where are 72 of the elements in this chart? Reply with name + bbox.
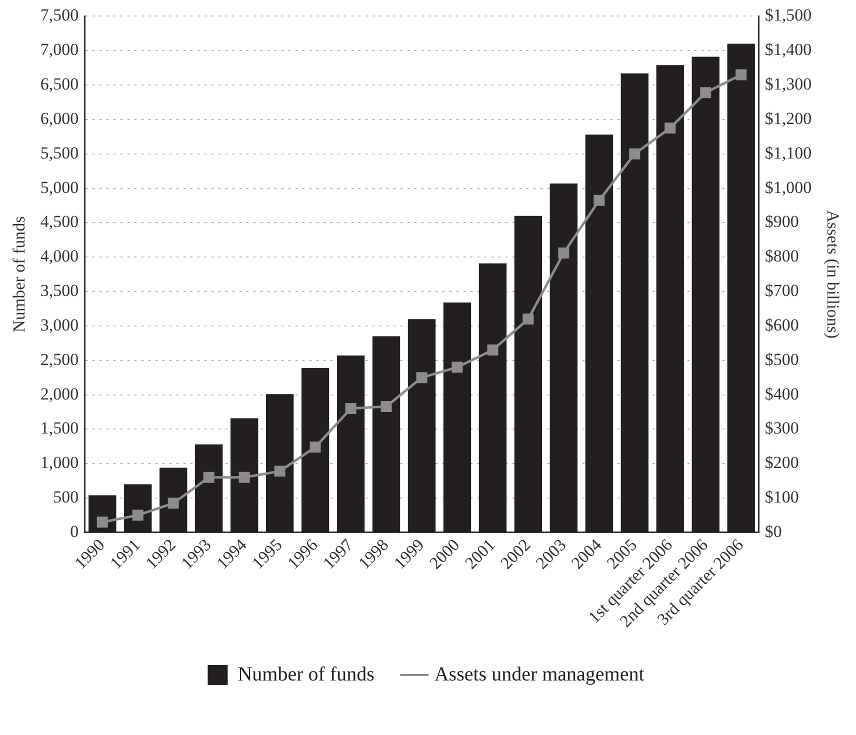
point (452, 362, 463, 373)
point (168, 498, 179, 509)
bar (692, 56, 720, 532)
point (629, 148, 640, 160)
bar (550, 183, 578, 532)
y2-tick-label: $700 (764, 281, 799, 300)
y2-tick-label: $1,000 (764, 178, 812, 197)
legend-label: Number of funds (238, 663, 375, 686)
bar (585, 134, 614, 532)
bar (160, 468, 188, 532)
point (487, 344, 498, 356)
y2-tick-label: $500 (764, 350, 799, 369)
y-tick-label: 1,000 (40, 453, 79, 472)
bar (408, 319, 436, 532)
y2-tick-label: $800 (764, 246, 799, 266)
point (380, 400, 392, 412)
bar (727, 44, 755, 532)
y2-tick-label: $1,300 (764, 74, 812, 94)
y2-tick-label: $100 (764, 488, 799, 507)
y2-tick-label: $1,100 (764, 143, 812, 162)
bar (620, 73, 648, 532)
point (522, 314, 534, 325)
point (736, 69, 747, 80)
y2-axis-title: Assets (in billions) (823, 210, 842, 339)
y-tick-label: 2,500 (40, 350, 79, 369)
bar (301, 368, 330, 532)
y-tick-label: 5,500 (40, 143, 79, 162)
point (238, 472, 250, 483)
y-tick-label: 7,500 (40, 6, 79, 25)
y2-tick-label: $1,400 (764, 40, 812, 60)
y2-tick-label: $900 (764, 212, 799, 232)
y-tick-label: 5,000 (40, 178, 79, 197)
point (96, 516, 108, 528)
y-axis-title: Number of funds (10, 216, 29, 332)
bar (336, 356, 365, 532)
point (345, 403, 356, 414)
y-tick-label: 7,000 (40, 40, 79, 60)
bar (266, 394, 294, 532)
bar (443, 302, 472, 532)
bar (230, 418, 258, 532)
y2-tick-label: $300 (764, 418, 799, 438)
point (664, 122, 676, 134)
bar (514, 216, 542, 532)
point (558, 247, 570, 258)
y-tick-label: 2,000 (40, 384, 79, 404)
point (310, 442, 321, 453)
y-tick-label: 6,500 (40, 74, 79, 94)
bar (372, 336, 400, 532)
y-tick-label: 1,500 (40, 418, 79, 438)
y2-tick-label: $0 (764, 522, 782, 541)
point (594, 194, 605, 206)
y2-tick-label: $1,500 (764, 6, 812, 25)
bar (478, 263, 507, 532)
point (274, 466, 286, 477)
y-tick-label: 3,000 (40, 315, 79, 334)
y-tick-label: 3,500 (40, 281, 79, 300)
bar (656, 65, 684, 532)
point (700, 87, 712, 98)
y2-tick-label: $200 (764, 453, 799, 472)
y-tick-label: 4,500 (40, 212, 79, 232)
point (416, 372, 428, 384)
y-tick-label: 500 (53, 488, 79, 507)
y2-tick-label: $400 (764, 384, 799, 404)
y2-tick-label: $600 (764, 315, 799, 334)
y-tick-label: 6,000 (40, 108, 79, 128)
bar (195, 444, 223, 532)
legend-label: Assets under management (434, 663, 645, 686)
y2-tick-label: $1,200 (764, 108, 812, 128)
y-tick-label: 0 (70, 522, 79, 541)
y-tick-label: 4,000 (40, 246, 79, 266)
point (203, 472, 214, 483)
point (132, 510, 144, 521)
